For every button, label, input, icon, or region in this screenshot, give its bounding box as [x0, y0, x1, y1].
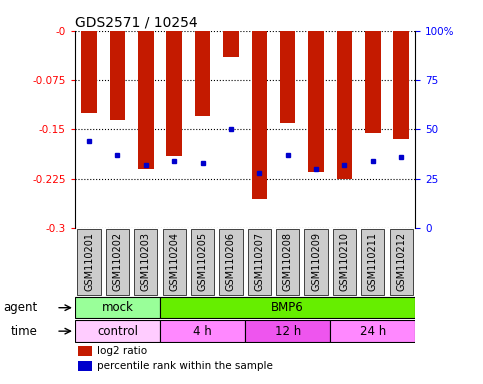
FancyBboxPatch shape: [304, 230, 327, 295]
Text: mock: mock: [101, 301, 133, 314]
Text: GSM110205: GSM110205: [198, 232, 208, 291]
Bar: [78, 361, 92, 371]
Text: 12 h: 12 h: [274, 324, 301, 338]
FancyBboxPatch shape: [163, 230, 186, 295]
FancyBboxPatch shape: [219, 230, 242, 295]
Bar: [223, 31, 239, 57]
Text: 24 h: 24 h: [360, 324, 386, 338]
FancyBboxPatch shape: [160, 297, 415, 318]
Text: 4 h: 4 h: [193, 324, 212, 338]
Bar: [393, 31, 409, 139]
Bar: [308, 31, 324, 172]
FancyBboxPatch shape: [245, 320, 330, 342]
Text: percentile rank within the sample: percentile rank within the sample: [97, 361, 273, 371]
FancyBboxPatch shape: [361, 230, 384, 295]
Bar: [138, 31, 154, 169]
Text: time: time: [11, 324, 37, 338]
FancyBboxPatch shape: [276, 230, 299, 295]
Text: log2 ratio: log2 ratio: [97, 346, 147, 356]
Text: GSM110206: GSM110206: [226, 232, 236, 291]
Bar: [280, 31, 296, 123]
Bar: [166, 31, 182, 156]
FancyBboxPatch shape: [248, 230, 271, 295]
Text: GSM110210: GSM110210: [340, 232, 349, 291]
Text: GSM110203: GSM110203: [141, 232, 151, 291]
FancyBboxPatch shape: [160, 320, 245, 342]
Text: GSM110204: GSM110204: [169, 232, 179, 291]
FancyBboxPatch shape: [390, 230, 413, 295]
FancyBboxPatch shape: [75, 297, 160, 318]
FancyBboxPatch shape: [330, 320, 415, 342]
FancyBboxPatch shape: [75, 320, 160, 342]
Text: GSM110201: GSM110201: [84, 232, 94, 291]
Text: GSM110202: GSM110202: [113, 232, 122, 291]
FancyBboxPatch shape: [191, 230, 214, 295]
FancyBboxPatch shape: [77, 230, 100, 295]
Bar: [252, 31, 267, 199]
Bar: [81, 31, 97, 113]
Text: GSM110209: GSM110209: [311, 232, 321, 291]
FancyBboxPatch shape: [134, 230, 157, 295]
Text: control: control: [97, 324, 138, 338]
Bar: [78, 346, 92, 356]
Text: GDS2571 / 10254: GDS2571 / 10254: [75, 16, 198, 30]
Text: GSM110212: GSM110212: [396, 232, 406, 291]
FancyBboxPatch shape: [106, 230, 129, 295]
Text: BMP6: BMP6: [271, 301, 304, 314]
Text: agent: agent: [3, 301, 37, 314]
Bar: [365, 31, 381, 133]
Text: GSM110208: GSM110208: [283, 232, 293, 291]
Text: GSM110211: GSM110211: [368, 232, 378, 291]
Bar: [337, 31, 352, 179]
Bar: [110, 31, 125, 119]
FancyBboxPatch shape: [333, 230, 356, 295]
Text: GSM110207: GSM110207: [255, 232, 264, 291]
Bar: [195, 31, 211, 116]
